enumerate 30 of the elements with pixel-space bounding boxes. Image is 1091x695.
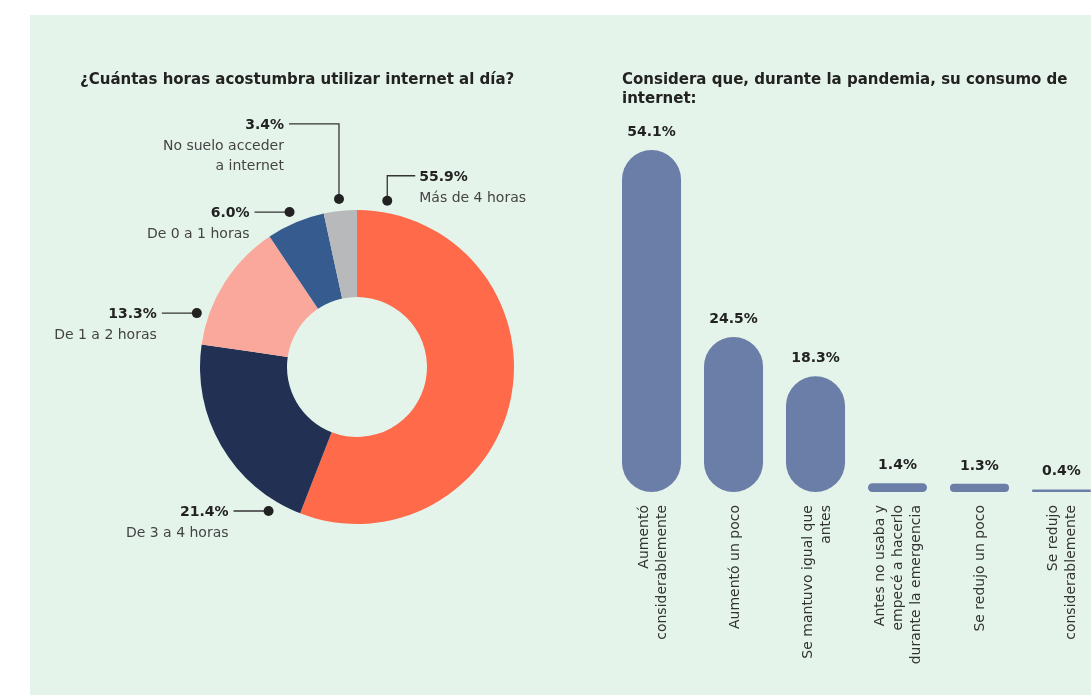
data-label: 55.9% (419, 167, 468, 184)
slice-label: De 0 a 1 horas (146, 225, 250, 242)
chart-title: ¿Cuántas horas acostumbra utilizar internet al día? (80, 70, 515, 88)
data-label: 21.4% (179, 503, 229, 520)
data-label: 13.3% (108, 305, 157, 322)
x-tick-label: Aumentó un poco (725, 505, 742, 629)
x-tick-label: Aumentó considerablemente (634, 505, 669, 640)
data-label: 1.3% (960, 456, 999, 473)
donut-slice (300, 210, 514, 524)
slice-label: De 3 a 4 horas (125, 524, 229, 541)
donut-slice (201, 236, 319, 357)
x-tick-label: Se redujo considerablemente (1044, 505, 1079, 640)
bar (949, 483, 1010, 492)
donut-slice (323, 210, 357, 299)
bar (867, 483, 928, 492)
chart-title: Considera que, durante la pandemia, su consumo de internet: (622, 70, 1068, 107)
data-label: 0.4% (1042, 462, 1081, 479)
data-label: 24.5% (709, 310, 758, 327)
bar (1031, 489, 1091, 492)
slice-label: De 1 a 2 horas (54, 326, 157, 343)
data-label: 3.4% (245, 115, 284, 132)
x-tick-label: Se mantuvo igual que antes (798, 505, 833, 659)
x-tick-label: Se redujo un poco (971, 505, 988, 632)
data-label: 54.1% (627, 123, 676, 139)
data-label: 6.0% (210, 204, 250, 221)
donut-slice (269, 213, 343, 309)
slice-label: No suelo acceder a internet (162, 136, 285, 173)
data-label: 1.4% (878, 456, 917, 473)
slice-label: Más de 4 horas (419, 188, 527, 205)
data-label: 18.3% (791, 349, 840, 366)
